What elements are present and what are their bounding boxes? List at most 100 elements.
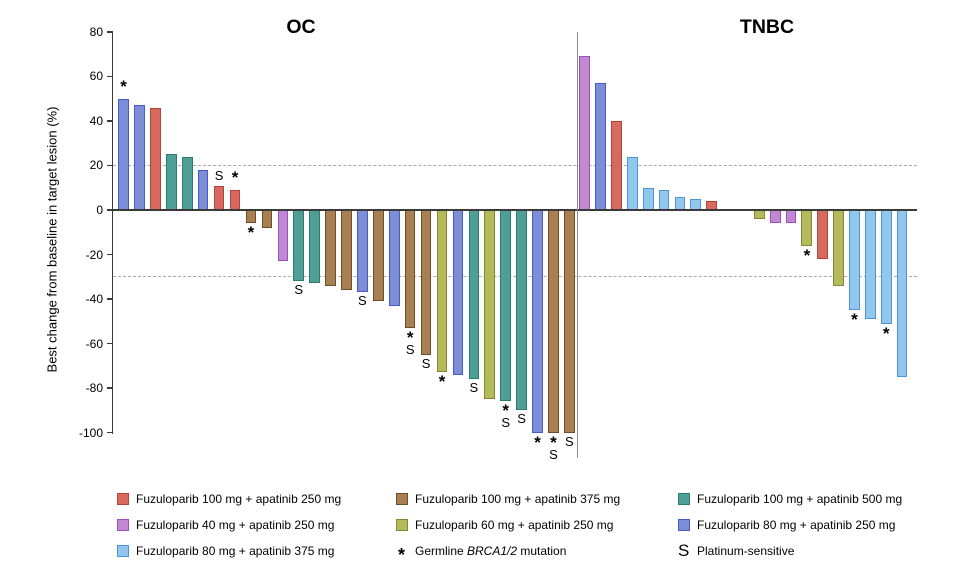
waterfall-bar	[373, 210, 384, 302]
panel-title-oc: OC	[286, 16, 316, 38]
waterfall-bar	[484, 210, 496, 400]
legend-swatch	[678, 493, 690, 505]
waterfall-bar	[564, 210, 575, 433]
platinum-sensitive-marker: S	[421, 355, 431, 371]
y-axis-tick-label: -80	[85, 381, 103, 396]
y-axis-tick-label: 40	[89, 113, 103, 128]
brca-mutation-asterisk: *	[534, 432, 541, 452]
brca-mutation-asterisk: *	[406, 327, 414, 347]
brca-mutation-asterisk: *	[438, 372, 446, 392]
y-axis-tick	[106, 298, 113, 300]
y-axis-tick	[106, 209, 113, 211]
legend-swatch	[678, 519, 690, 531]
y-axis-tick	[106, 120, 113, 122]
waterfall-bar	[817, 210, 829, 259]
brca-mutation-asterisk: *	[851, 310, 858, 330]
waterfall-bar	[341, 210, 352, 291]
waterfall-bar	[181, 156, 193, 210]
waterfall-bar	[532, 210, 543, 433]
legend-swatch	[396, 493, 408, 505]
dashed-reference-line	[113, 164, 917, 166]
waterfall-bar	[404, 210, 416, 328]
waterfall-bar	[753, 210, 765, 219]
waterfall-bar	[150, 107, 161, 210]
waterfall-bar	[785, 210, 797, 224]
brca-mutation-asterisk: *	[247, 223, 255, 243]
platinum-sensitive-marker: S	[565, 433, 574, 449]
waterfall-bar	[420, 210, 432, 355]
platinum-sensitive-marker: S	[214, 167, 224, 183]
brca-mutation-asterisk: *	[550, 432, 557, 452]
platinum-sensitive-marker: S	[405, 341, 415, 357]
waterfall-bar	[642, 187, 654, 210]
platinum-sensitive-marker: S	[549, 446, 558, 462]
waterfall-bar	[626, 156, 638, 210]
y-axis-line	[111, 32, 114, 434]
zero-baseline	[113, 209, 917, 211]
legend-label: Fuzuloparib 60 mg + apatinib 250 mg	[415, 518, 614, 532]
waterfall-bar	[293, 210, 304, 282]
waterfall-bar	[611, 120, 622, 210]
y-axis-tick	[106, 342, 113, 345]
waterfall-bar	[452, 210, 464, 375]
y-axis-tick-label: 60	[89, 69, 103, 84]
waterfall-bar	[674, 196, 686, 210]
y-axis-tick	[106, 164, 113, 167]
brca-mutation-asterisk: *	[231, 167, 239, 187]
waterfall-bar	[658, 189, 670, 210]
waterfall-bar	[261, 210, 273, 228]
waterfall-bar	[166, 154, 177, 210]
y-axis-tick-label: 0	[96, 203, 103, 217]
y-axis-tick-label: 20	[89, 158, 103, 173]
legend-swatch	[396, 519, 408, 531]
waterfall-bar	[197, 169, 209, 210]
brca-mutation-asterisk: *	[803, 245, 811, 265]
y-axis-tick	[106, 431, 113, 434]
platinum-sensitive-marker: S	[469, 380, 479, 396]
legend-label: Fuzuloparib 80 mg + apatinib 250 mg	[697, 518, 896, 532]
y-axis-tick	[106, 31, 113, 33]
waterfall-bar	[548, 210, 559, 433]
waterfall-bar	[388, 210, 400, 306]
waterfall-bar	[769, 210, 781, 224]
legend-label: Fuzuloparib 40 mg + apatinib 250 mg	[136, 518, 335, 532]
waterfall-bar	[880, 210, 892, 324]
panel-separator-line	[576, 32, 578, 458]
waterfall-bar	[833, 210, 845, 286]
waterfall-bar	[277, 210, 289, 262]
y-axis-tick-label: -40	[85, 292, 103, 307]
legend-swatch	[117, 493, 129, 505]
legend-label: Fuzuloparib 100 mg + apatinib 375 mg	[415, 492, 621, 506]
waterfall-bar	[134, 105, 145, 210]
brca-mutation-asterisk: *	[502, 401, 509, 421]
y-axis-title: Best change from baseline in target lesi…	[44, 106, 60, 373]
y-axis-tick-label: -100	[78, 425, 103, 440]
brca-mutation-asterisk: *	[120, 76, 127, 96]
panel-title-tnbc: TNBC	[739, 16, 795, 38]
y-axis-tick	[106, 75, 113, 78]
legend-s-marker: S	[678, 541, 690, 560]
legend-label: Germline BRCA1/2 mutation	[415, 544, 567, 558]
platinum-sensitive-marker: S	[294, 282, 304, 298]
waterfall-bar	[849, 210, 860, 311]
waterfall-bar	[516, 210, 527, 411]
y-axis-tick-label: -60	[85, 336, 103, 351]
y-axis-tick-label: 80	[89, 24, 103, 39]
waterfall-bar	[579, 56, 591, 210]
platinum-sensitive-marker: S	[517, 411, 526, 427]
legend-label: Fuzuloparib 100 mg + apatinib 250 mg	[136, 492, 342, 506]
y-axis-tick-label: -20	[85, 247, 103, 262]
y-axis-tick	[106, 253, 113, 256]
legend-asterisk-marker: *	[398, 545, 406, 565]
brca-mutation-asterisk: *	[882, 323, 890, 343]
waterfall-bar	[325, 210, 336, 286]
legend-label: Platinum-sensitive	[697, 544, 795, 558]
waterfall-bar	[896, 210, 908, 377]
waterfall-bar	[245, 210, 257, 224]
waterfall-bar	[468, 210, 480, 380]
waterfall-bar	[500, 210, 511, 402]
legend-label: Fuzuloparib 80 mg + apatinib 375 mg	[136, 544, 335, 558]
platinum-sensitive-marker: S	[501, 415, 510, 431]
legend-swatch	[117, 519, 129, 531]
